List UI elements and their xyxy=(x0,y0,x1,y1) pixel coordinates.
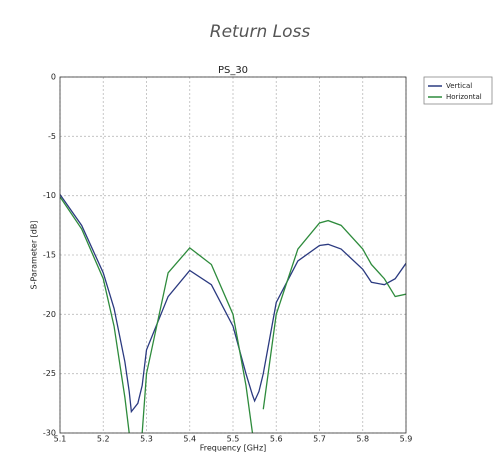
y-tick-label: -10 xyxy=(43,191,56,200)
y-tick-label: -5 xyxy=(48,132,56,141)
y-axis-label: S-Parameter [dB] xyxy=(30,221,39,290)
x-tick-label: 5.3 xyxy=(140,435,153,444)
plot-frame xyxy=(59,76,407,434)
x-tick-label: 5.4 xyxy=(183,435,196,444)
chart-title: PS_30 xyxy=(218,65,248,76)
legend-label: Horizontal xyxy=(446,93,482,101)
y-tick-label: -25 xyxy=(43,369,56,378)
x-tick-label: 5.9 xyxy=(400,435,413,444)
x-tick-label: 5.7 xyxy=(313,435,326,444)
x-tick-label: 5.5 xyxy=(227,435,240,444)
x-axis-label: Frequency [GHz] xyxy=(200,444,267,453)
page-title: Return Loss xyxy=(210,22,311,42)
y-tick-label: -30 xyxy=(43,429,56,438)
x-tick-label: 5.1 xyxy=(54,435,67,444)
x-tick-label: 5.6 xyxy=(270,435,283,444)
series-line xyxy=(60,196,406,433)
legend-box xyxy=(423,76,493,105)
y-tick-label: -20 xyxy=(43,310,56,319)
x-tick-label: 5.2 xyxy=(97,435,110,444)
y-tick-label: 0 xyxy=(51,73,56,82)
legend-label: Vertical xyxy=(446,82,472,90)
y-tick-label: -15 xyxy=(43,251,56,260)
series-line xyxy=(60,194,406,414)
x-tick-label: 5.8 xyxy=(356,435,369,444)
